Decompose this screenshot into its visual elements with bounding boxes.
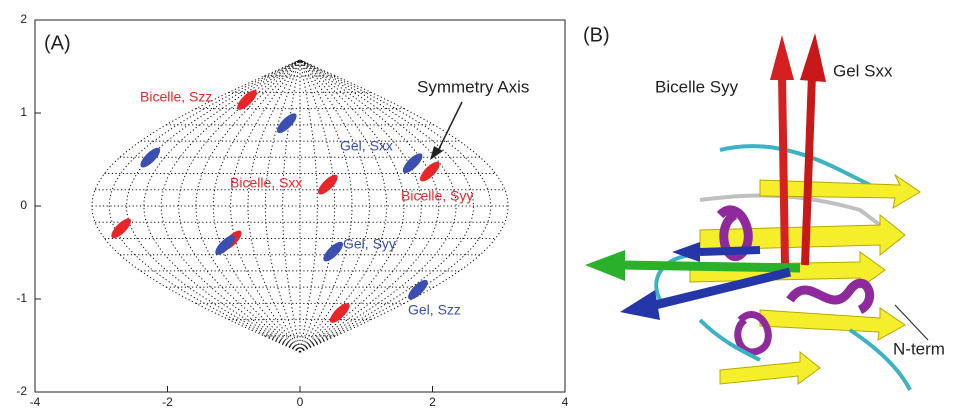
- orientation-blob: [405, 277, 430, 302]
- annotation: Gel, Syy: [343, 236, 396, 252]
- x-tick-label: 0: [297, 395, 304, 409]
- annotation: Bicelle, Szz: [140, 89, 212, 105]
- x-tick-label: -4: [30, 395, 41, 409]
- orientation-blob: [417, 159, 442, 184]
- annotation: Bicelle, Syy: [401, 188, 473, 204]
- x-tick-label: 4: [562, 395, 569, 409]
- label: N-term: [893, 339, 945, 358]
- panel-label: (B): [583, 24, 610, 46]
- y-tick-label: -1: [16, 291, 27, 305]
- orientation-blob: [138, 145, 163, 170]
- x-tick-label: -2: [162, 395, 173, 409]
- helix: [738, 314, 769, 352]
- helix: [790, 283, 870, 310]
- annotation: Symmetry Axis: [417, 77, 529, 96]
- arrow-green: [620, 265, 800, 268]
- y-tick-label: 2: [20, 12, 27, 26]
- y-tick-label: -2: [16, 384, 27, 398]
- arrowhead: [585, 250, 625, 281]
- meridian: [213, 60, 300, 352]
- orientation-blob: [400, 150, 425, 175]
- y-tick-label: 0: [20, 198, 27, 212]
- panel-label: (A): [44, 32, 71, 54]
- orientation-blob: [108, 216, 133, 241]
- annotation: Gel, Szz: [408, 302, 461, 318]
- arrow-bicelle-syy: [782, 75, 785, 265]
- orientation-blob: [274, 111, 299, 136]
- strand: [760, 308, 905, 340]
- arrowhead: [430, 146, 443, 160]
- strand: [720, 352, 820, 384]
- annotation: Gel, Sxx: [340, 138, 393, 154]
- panel-b: (B) Bicelle Syy Gel Sxx N-term: [583, 24, 945, 390]
- label: Gel Sxx: [833, 61, 893, 80]
- x-tick-label: 2: [429, 395, 436, 409]
- arrow-blue: [700, 250, 760, 252]
- orientation-blob: [327, 300, 352, 325]
- y-tick-label: 1: [20, 105, 27, 119]
- annotation: Bicelle, Sxx: [230, 175, 302, 191]
- label: Bicelle Syy: [655, 77, 739, 96]
- arrowhead: [800, 33, 826, 82]
- arrowhead: [620, 290, 660, 320]
- orientation-blob: [315, 172, 340, 197]
- arrowhead: [770, 35, 794, 80]
- figure: -4-2024-2-1012(A)Bicelle, SzzSymmetry Ax…: [0, 0, 961, 410]
